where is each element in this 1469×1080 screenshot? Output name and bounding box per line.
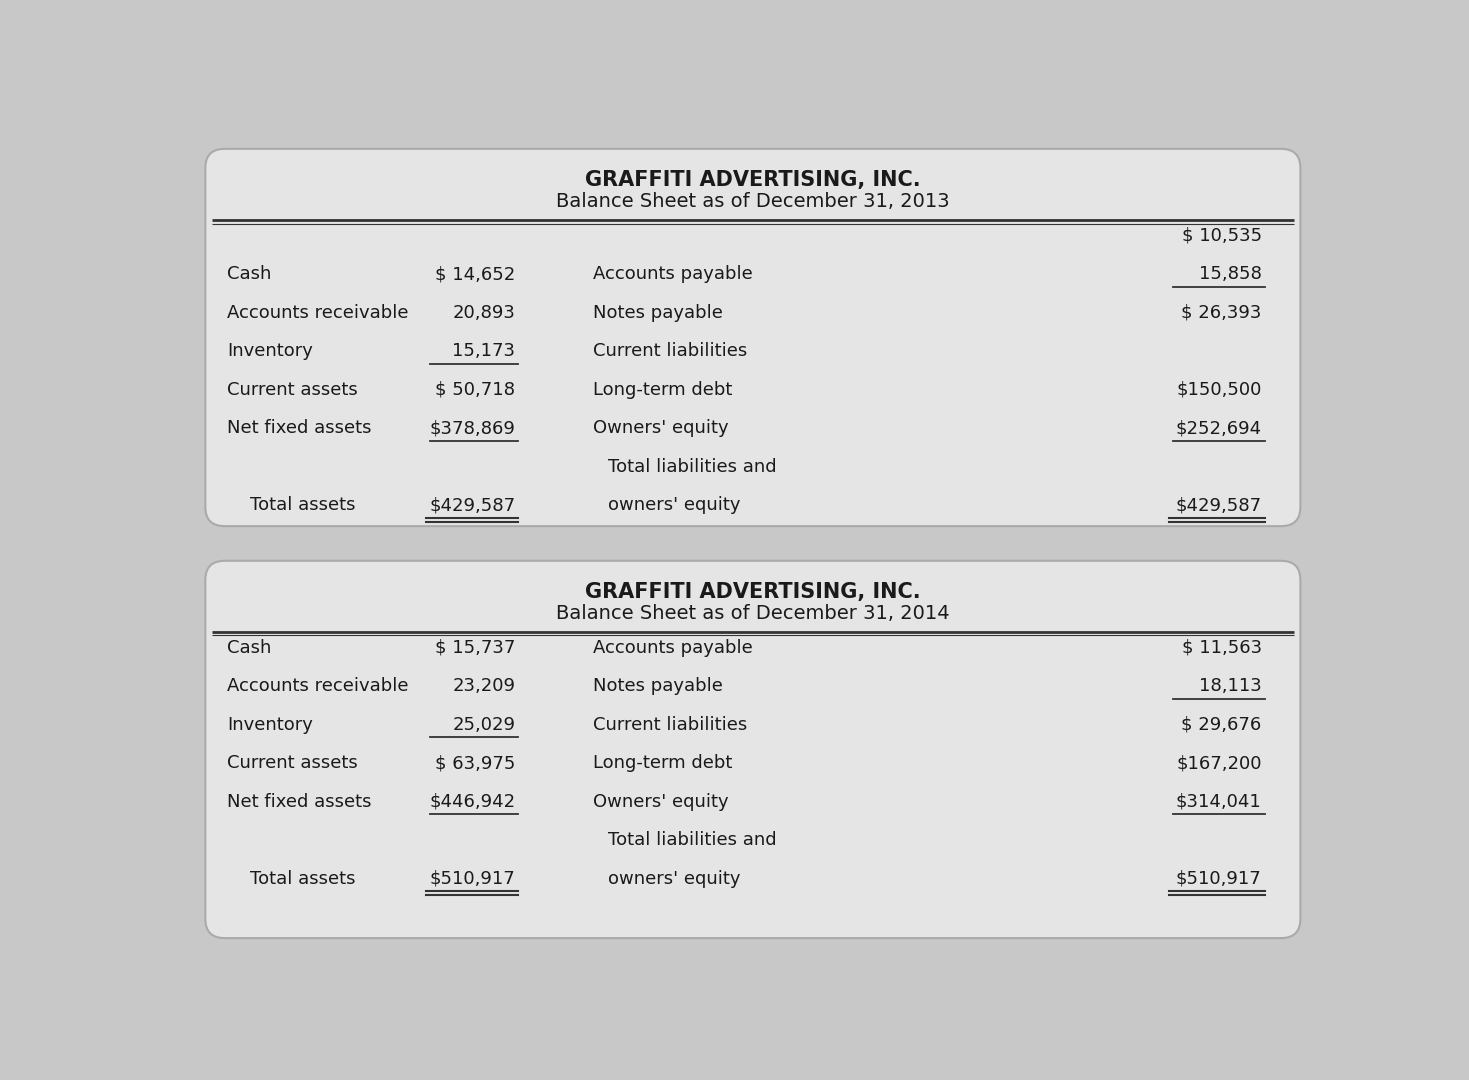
Text: $429,587: $429,587 <box>429 497 516 514</box>
Text: Balance Sheet as of December 31, 2013: Balance Sheet as of December 31, 2013 <box>557 192 949 211</box>
Text: 25,029: 25,029 <box>452 716 516 733</box>
Text: Current assets: Current assets <box>228 381 358 399</box>
FancyBboxPatch shape <box>206 149 1300 526</box>
Text: owners' equity: owners' equity <box>608 497 740 514</box>
Text: $510,917: $510,917 <box>429 869 516 888</box>
Text: Current liabilities: Current liabilities <box>593 716 748 733</box>
Text: Notes payable: Notes payable <box>593 303 723 322</box>
Text: Accounts payable: Accounts payable <box>593 638 752 657</box>
Text: 20,893: 20,893 <box>452 303 516 322</box>
FancyBboxPatch shape <box>206 561 1300 939</box>
Text: $510,917: $510,917 <box>1175 869 1262 888</box>
Text: $314,041: $314,041 <box>1175 793 1262 811</box>
Text: Owners' equity: Owners' equity <box>593 793 729 811</box>
Text: 23,209: 23,209 <box>452 677 516 696</box>
Text: Long-term debt: Long-term debt <box>593 381 732 399</box>
Text: Inventory: Inventory <box>228 716 313 733</box>
Text: Accounts receivable: Accounts receivable <box>228 303 408 322</box>
Text: $ 26,393: $ 26,393 <box>1181 303 1262 322</box>
Text: Net fixed assets: Net fixed assets <box>228 793 372 811</box>
Text: $252,694: $252,694 <box>1175 419 1262 437</box>
Text: owners' equity: owners' equity <box>608 869 740 888</box>
Text: Long-term debt: Long-term debt <box>593 754 732 772</box>
Text: Cash: Cash <box>228 266 272 283</box>
Text: Total assets: Total assets <box>250 497 355 514</box>
Text: $ 14,652: $ 14,652 <box>435 266 516 283</box>
Text: Total liabilities and: Total liabilities and <box>608 458 777 476</box>
Text: $378,869: $378,869 <box>429 419 516 437</box>
Text: $429,587: $429,587 <box>1175 497 1262 514</box>
Text: $ 29,676: $ 29,676 <box>1181 716 1262 733</box>
Text: $ 63,975: $ 63,975 <box>435 754 516 772</box>
Text: Balance Sheet as of December 31, 2014: Balance Sheet as of December 31, 2014 <box>557 604 949 623</box>
Text: $ 10,535: $ 10,535 <box>1181 227 1262 245</box>
Text: Owners' equity: Owners' equity <box>593 419 729 437</box>
Text: $446,942: $446,942 <box>429 793 516 811</box>
Text: Current assets: Current assets <box>228 754 358 772</box>
Text: Notes payable: Notes payable <box>593 677 723 696</box>
Text: 15,173: 15,173 <box>452 342 516 361</box>
Text: 18,113: 18,113 <box>1199 677 1262 696</box>
Text: Total liabilities and: Total liabilities and <box>608 832 777 849</box>
Text: 15,858: 15,858 <box>1199 266 1262 283</box>
Text: Accounts payable: Accounts payable <box>593 266 752 283</box>
Text: GRAFFITI ADVERTISING, INC.: GRAFFITI ADVERTISING, INC. <box>585 170 921 190</box>
Text: Total assets: Total assets <box>250 869 355 888</box>
Text: $150,500: $150,500 <box>1177 381 1262 399</box>
Text: Current liabilities: Current liabilities <box>593 342 748 361</box>
Text: Net fixed assets: Net fixed assets <box>228 419 372 437</box>
Text: Accounts receivable: Accounts receivable <box>228 677 408 696</box>
Text: $ 11,563: $ 11,563 <box>1181 638 1262 657</box>
Text: $167,200: $167,200 <box>1177 754 1262 772</box>
Text: $ 50,718: $ 50,718 <box>435 381 516 399</box>
Text: GRAFFITI ADVERTISING, INC.: GRAFFITI ADVERTISING, INC. <box>585 582 921 602</box>
Text: Cash: Cash <box>228 638 272 657</box>
Text: Inventory: Inventory <box>228 342 313 361</box>
Text: $ 15,737: $ 15,737 <box>435 638 516 657</box>
